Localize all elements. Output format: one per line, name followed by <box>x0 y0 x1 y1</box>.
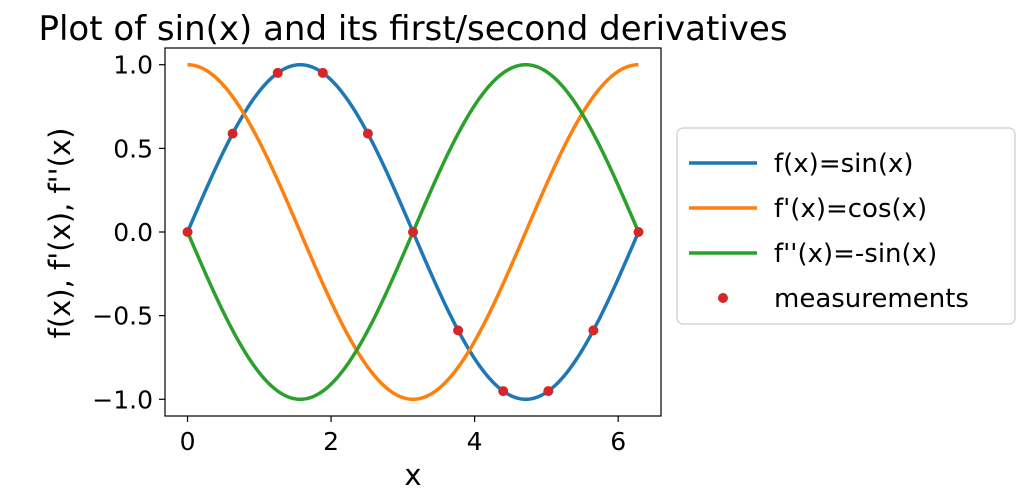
plot-area: 0 2 4 6 −1.0 −0.5 0.0 0.5 1.0 <box>92 47 662 456</box>
series-line-1 <box>187 62 639 402</box>
measurement-point-2 <box>272 67 283 78</box>
y-tick-label: 1.0 <box>113 51 153 80</box>
legend-swatch-3 <box>718 293 728 303</box>
measurement-point-10 <box>633 227 644 237</box>
y-tick-label: 0.5 <box>113 134 153 163</box>
x-axis-label: x <box>404 458 421 492</box>
chart-title: Plot of sin(x) and its first/second deri… <box>38 9 787 49</box>
legend-label-2: f''(x)=-sin(x) <box>774 239 937 269</box>
legend-label-0: f(x)=sin(x) <box>774 149 914 179</box>
y-axis-label: f(x), f'(x), f''(x) <box>43 128 77 339</box>
x-tick-label: 2 <box>323 427 339 456</box>
measurement-point-3 <box>317 67 328 78</box>
x-tick-label: 0 <box>180 427 196 456</box>
x-tick-label: 6 <box>610 427 626 456</box>
measurement-point-5 <box>408 227 419 237</box>
measurement-point-8 <box>543 386 554 397</box>
legend-label-3: measurements <box>774 284 969 314</box>
y-tick-label: −1.0 <box>92 385 153 414</box>
measurement-point-6 <box>453 325 464 336</box>
legend-frame <box>676 127 1016 325</box>
measurement-point-4 <box>362 128 373 139</box>
measurement-point-9 <box>588 325 599 336</box>
measurement-point-1 <box>227 128 238 139</box>
legend: f(x)=sin(x) f'(x)=cos(x) f''(x)=-sin(x) mea… <box>676 127 1016 325</box>
measurement-point-7 <box>498 386 509 397</box>
legend-label-1: f'(x)=cos(x) <box>774 194 927 224</box>
measurement-point-0 <box>182 227 193 237</box>
x-tick-label: 4 <box>467 427 483 456</box>
y-tick-label: 0.0 <box>113 218 153 247</box>
y-tick-label: −0.5 <box>92 302 153 331</box>
